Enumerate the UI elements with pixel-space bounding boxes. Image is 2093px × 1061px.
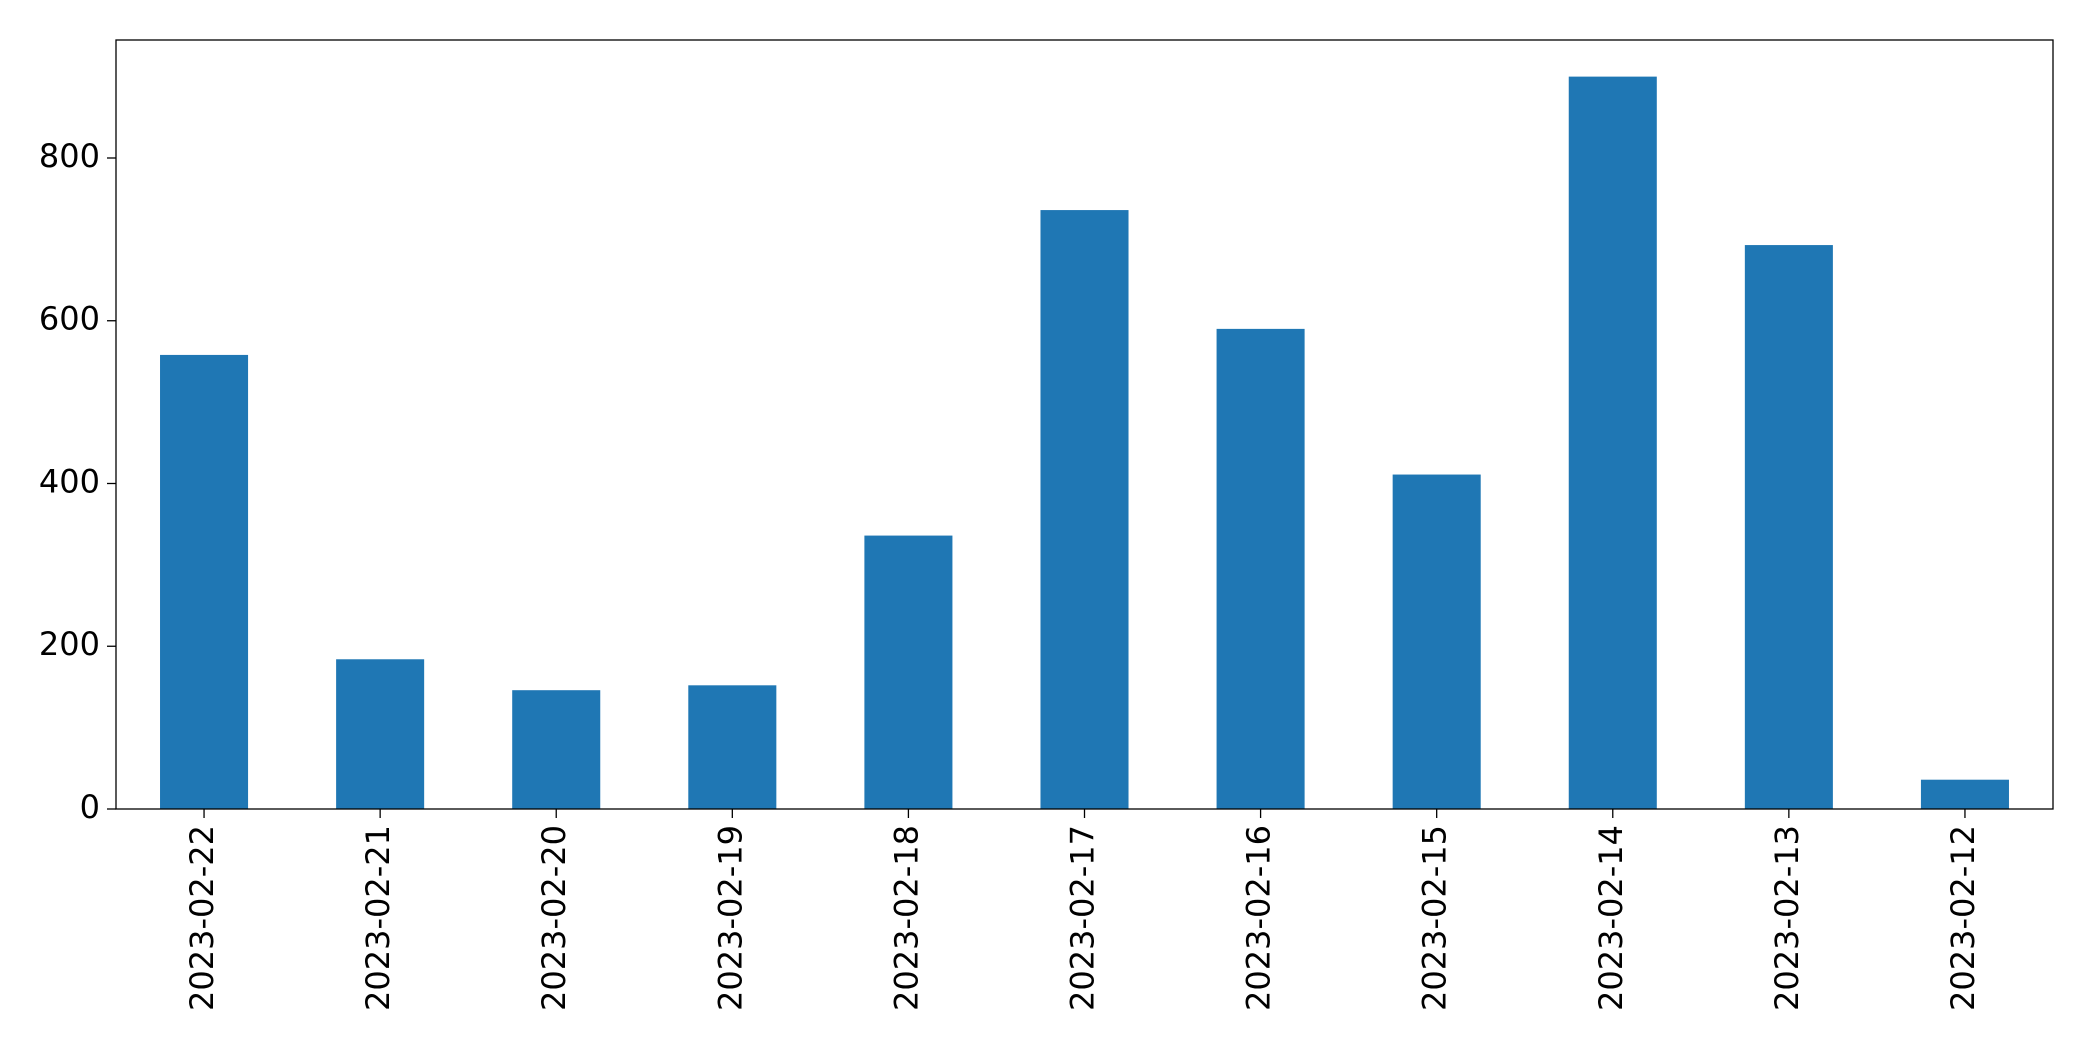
y-tick-label: 200 <box>39 625 100 663</box>
y-tick-label: 600 <box>39 300 100 338</box>
x-tick-label: 2023-02-16 <box>1240 825 1278 1011</box>
y-tick-label: 0 <box>80 788 100 826</box>
plot-frame <box>115 39 2054 810</box>
bar <box>1920 779 2009 809</box>
x-tick-label: 2023-02-12 <box>1944 825 1982 1011</box>
y-tick-label: 800 <box>39 137 100 175</box>
x-tick-label: 2023-02-14 <box>1592 825 1630 1011</box>
x-tick-label: 2023-02-20 <box>535 825 573 1011</box>
bar <box>1392 474 1481 809</box>
x-tick-label: 2023-02-17 <box>1064 825 1102 1011</box>
bar <box>864 535 953 809</box>
bar <box>1568 76 1657 810</box>
bar <box>512 690 601 809</box>
bar <box>688 685 777 809</box>
bar <box>336 659 425 809</box>
x-tick-label: 2023-02-18 <box>887 825 925 1011</box>
y-tick-label: 400 <box>39 462 100 500</box>
x-tick-label: 2023-02-15 <box>1416 825 1454 1011</box>
x-tick-label: 2023-02-13 <box>1768 825 1806 1011</box>
bar <box>1744 245 1833 810</box>
x-tick-label: 2023-02-21 <box>359 825 397 1011</box>
bar <box>1040 210 1129 809</box>
x-tick-label: 2023-02-22 <box>183 825 221 1011</box>
bar <box>1216 328 1305 809</box>
bar <box>160 354 249 809</box>
x-tick-label: 2023-02-19 <box>711 825 749 1011</box>
